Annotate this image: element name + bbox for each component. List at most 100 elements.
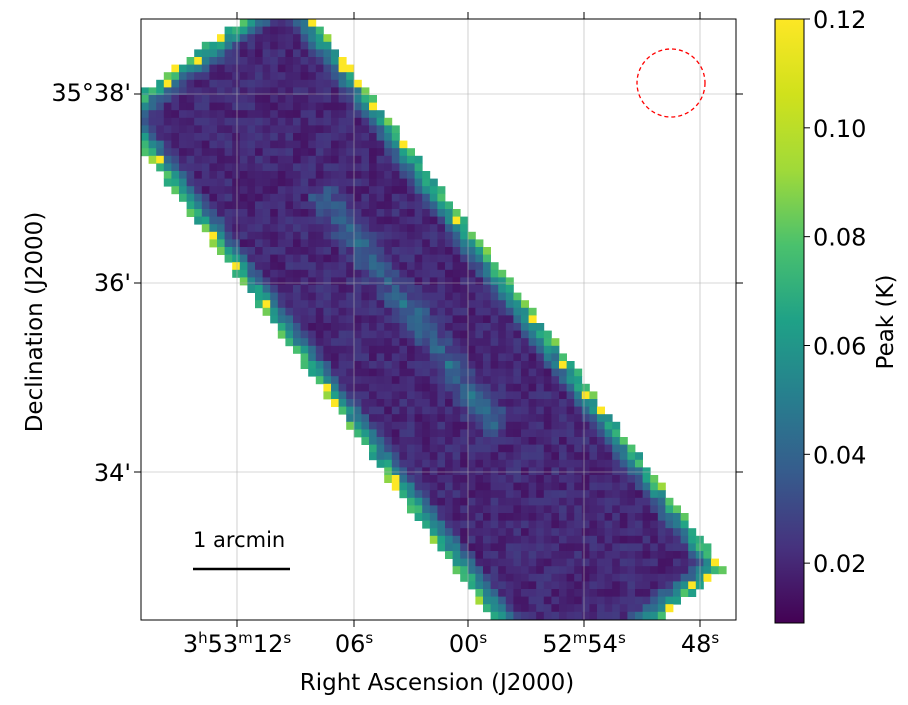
heatmap-pixel [445,459,453,468]
heatmap-pixel [505,528,514,537]
heatmap-pixel [308,110,317,119]
heatmap-pixel [483,543,491,552]
heatmap-pixel [232,186,241,195]
heatmap-pixel [414,155,423,164]
heatmap-pixel [407,209,415,217]
heatmap-pixel [498,513,507,521]
heatmap-pixel [369,399,377,407]
heatmap-pixel [179,163,187,172]
heatmap-pixel [490,482,499,491]
heatmap-pixel [308,231,317,240]
heatmap-pixel [619,596,628,605]
heatmap-pixel [429,421,438,430]
heatmap-pixel [429,505,438,514]
heatmap-pixel [566,535,575,544]
heatmap-pixel [581,551,590,559]
heatmap-pixel [559,551,567,559]
heatmap-pixel [597,528,605,537]
heatmap-pixel [414,231,423,240]
heatmap-pixel [543,573,552,582]
heatmap-pixel [467,513,476,521]
heatmap-pixel [194,148,203,157]
heatmap-pixel [490,490,499,499]
heatmap-pixel [384,444,393,453]
heatmap-pixel [559,573,567,582]
heatmap-pixel [300,186,309,195]
heatmap-pixel [323,201,332,210]
heatmap-pixel [361,224,370,233]
heatmap-pixel [414,186,423,195]
heatmap-pixel [490,551,499,559]
heatmap-pixel [209,231,218,240]
heatmap-pixel [399,277,408,286]
heatmap-pixel [460,452,469,461]
heatmap-pixel [369,95,377,103]
heatmap-pixel [391,171,400,179]
heatmap-pixel [581,558,590,567]
heatmap-pixel [315,307,324,316]
heatmap-pixel [490,444,499,453]
heatmap-pixel [369,133,377,141]
heatmap-pixel [559,391,567,400]
heatmap-pixel [528,611,537,620]
heatmap-pixel [331,277,339,286]
heatmap-pixel [665,604,674,613]
heatmap-pixel [581,611,590,620]
heatmap-pixel [475,421,484,430]
heatmap-pixel [201,117,210,126]
heatmap-pixel [429,300,438,309]
heatmap-pixel [422,216,431,225]
heatmap-pixel [331,376,339,385]
heatmap-pixel [543,566,552,575]
heatmap-pixel [460,262,469,271]
heatmap-pixel [581,573,590,582]
heatmap-pixel [483,361,491,369]
heatmap-pixel [680,513,689,521]
heatmap-pixel [255,79,263,88]
heatmap-pixel [521,619,529,620]
heatmap-pixel [331,102,339,111]
heatmap-pixel [597,467,605,476]
heatmap-pixel [186,133,195,141]
heatmap-pixel [566,573,575,582]
heatmap-pixel [323,72,332,81]
heatmap-pixel [528,513,537,521]
heatmap-pixel [566,520,575,529]
heatmap-pixel [467,497,476,506]
heatmap-pixel [589,406,598,415]
heatmap-pixel [589,543,598,552]
heatmap-pixel [642,528,651,537]
heatmap-pixel [665,558,674,567]
heatmap-pixel [422,247,431,255]
heatmap-pixel [551,459,560,468]
heatmap-pixel [224,254,233,263]
heatmap-pixel [163,148,172,157]
heatmap-pixel [255,133,263,141]
heatmap-pixel [574,391,583,400]
heatmap-pixel [300,247,309,255]
heatmap-pixel [384,216,393,225]
heatmap-pixel [300,193,309,202]
heatmap-pixel [308,323,317,331]
heatmap-pixel [460,543,469,552]
heatmap-pixel [353,376,362,385]
heatmap-pixel [285,193,294,202]
heatmap-pixel [642,551,651,559]
heatmap-pixel [277,34,286,43]
heatmap-pixel [315,361,324,369]
heatmap-pixel [559,353,567,362]
heatmap-pixel [543,452,552,461]
heatmap-pixel [247,254,256,263]
heatmap-pixel [179,64,187,73]
heatmap-pixel [262,262,271,271]
heatmap-pixel [460,323,469,331]
heatmap-pixel [452,315,461,324]
heatmap-pixel [331,247,339,255]
heatmap-pixel [604,573,613,582]
heatmap-pixel [498,338,507,347]
heatmap-pixel [285,95,294,103]
heatmap-pixel [627,452,636,461]
heatmap-pixel [650,482,659,491]
heatmap-pixel [277,117,286,126]
heatmap-pixel [384,277,393,286]
